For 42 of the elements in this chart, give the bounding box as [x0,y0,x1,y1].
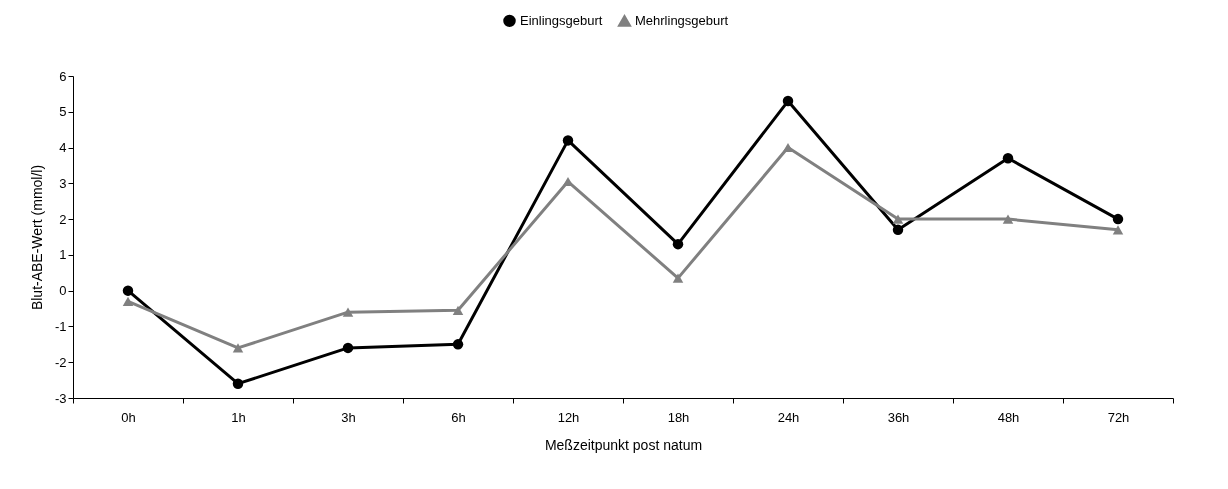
x-tick-label: 48h [997,409,1020,425]
point [1112,213,1124,225]
point [782,95,794,107]
x-axis-title: Meßzeitpunkt post natum [544,436,703,453]
x-tick-label: 18h [667,409,690,425]
y-tick-label: 1 [59,247,67,263]
x-tick-label: 1h [231,409,246,425]
point [122,296,134,306]
point [672,273,684,283]
point [232,378,244,389]
y-tick-label: 6 [59,68,67,84]
y-tick-label: 5 [59,104,67,120]
x-tick-label: 3h [341,409,356,425]
y-tick-label: -2 [54,354,67,370]
x-tick-label: 72h [1107,409,1130,425]
x-tick-label: 6h [451,409,466,425]
point [342,342,354,354]
x-tick-label: 0h [121,409,136,425]
point [1002,214,1014,224]
point [1112,225,1124,235]
point [562,135,574,146]
y-tick-label: -1 [54,318,67,334]
y-tick-label: 0 [59,283,67,299]
x-tick-label: 36h [887,409,910,425]
point [672,238,684,250]
y-tick-label: -3 [54,390,67,406]
y-tick-label: 3 [59,175,67,191]
point [122,285,134,296]
legend-label: Einlingsgeburt [520,12,603,28]
x-tick-label: 24h [777,409,800,425]
point [452,339,464,350]
point [1002,153,1014,164]
point [892,224,904,236]
point [342,307,354,317]
y-axis-title: Blut-ABE-Wert (mmol/l) [28,164,45,311]
legend-label: Mehrlingsgeburt [635,13,729,29]
y-tick-label: 2 [59,211,67,227]
x-tick-label: 12h [557,409,580,425]
point [232,343,244,353]
point [452,305,464,315]
y-tick-label: 4 [59,140,67,156]
point [892,214,904,224]
